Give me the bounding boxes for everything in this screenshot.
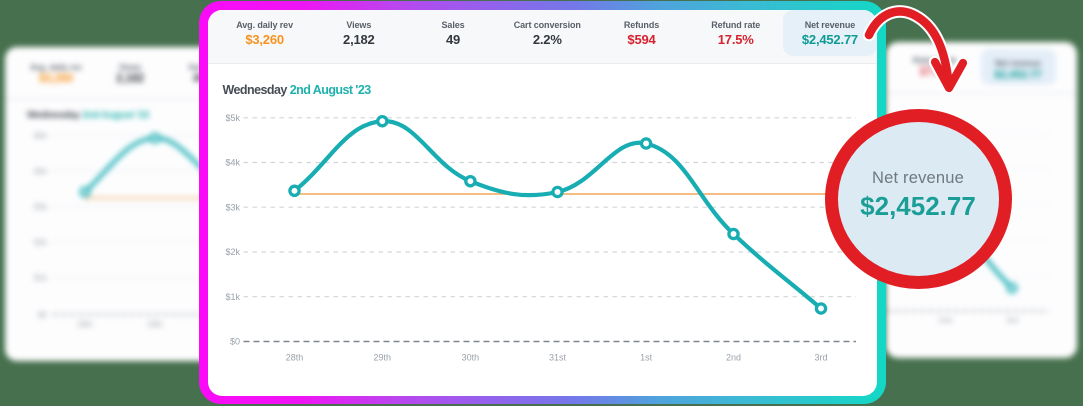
svg-text:$5k: $5k (225, 113, 240, 123)
svg-text:$4k: $4k (225, 157, 240, 167)
svg-text:$2k: $2k (34, 238, 48, 247)
svg-text:3rd: 3rd (814, 352, 827, 362)
svg-text:$1k: $1k (34, 274, 48, 283)
svg-text:$5k: $5k (34, 132, 48, 141)
svg-text:28th: 28th (77, 320, 93, 329)
svg-text:29th: 29th (373, 352, 391, 362)
svg-text:$4k: $4k (34, 167, 48, 176)
svg-text:1st: 1st (640, 352, 653, 362)
svg-text:$3k: $3k (225, 202, 240, 212)
svg-text:3rd: 3rd (1006, 316, 1018, 325)
svg-text:$0: $0 (229, 336, 239, 346)
svg-text:2nd: 2nd (938, 316, 951, 325)
svg-text:31st: 31st (548, 352, 566, 362)
svg-text:$0: $0 (38, 311, 47, 320)
svg-text:$2k: $2k (225, 247, 240, 257)
svg-text:28th: 28th (285, 352, 303, 362)
svg-text:2nd: 2nd (725, 352, 740, 362)
svg-text:29th: 29th (147, 320, 163, 329)
svg-text:$3k: $3k (34, 203, 48, 212)
svg-text:$1k: $1k (225, 291, 240, 301)
svg-text:30th: 30th (461, 352, 479, 362)
